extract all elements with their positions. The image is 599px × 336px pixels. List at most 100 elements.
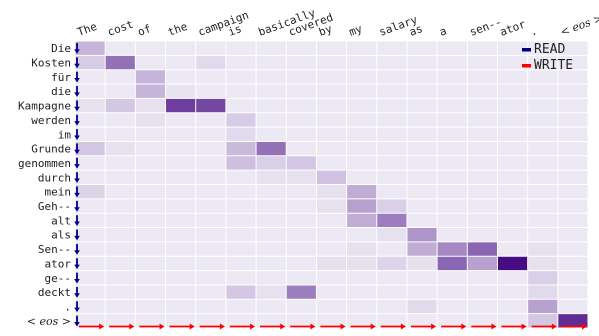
x-tick-label: the [166,20,189,39]
y-tick-label: die [51,85,71,98]
heatmap-cell [467,84,498,99]
heatmap-cell [557,284,588,300]
heatmap-cell [225,141,257,156]
heatmap-cell [527,256,558,271]
heatmap-cell [527,84,558,99]
heatmap-cell [467,270,498,285]
heatmap-cell [406,112,438,128]
read-arrow-head [74,149,80,155]
heatmap-cell [135,313,166,328]
y-tick-label: Sen-- [38,243,71,256]
heatmap-cell [406,270,438,285]
heatmap-cell [376,84,407,99]
heatmap-cell [406,127,438,142]
heatmap-cell [286,184,317,199]
heatmap-cell [467,69,498,85]
heatmap-cell [105,69,136,85]
heatmap-cell [105,227,136,242]
heatmap-cell [195,170,226,185]
heatmap-cell [165,55,196,70]
heatmap-cell [75,299,106,314]
write-arrow-head [219,323,225,330]
heatmap-cell [376,284,407,300]
heatmap-cell [195,69,226,85]
heatmap-cell [105,98,136,113]
x-tick-label: cost [106,18,135,39]
heatmap-cell [497,69,528,85]
heatmap-cell [256,112,287,128]
legend-swatch [522,48,531,52]
heatmap-cell [467,41,498,56]
heatmap-cell [316,55,347,70]
heatmap-cell [406,98,438,113]
heatmap-cell [286,98,317,113]
heatmap-cell [316,84,347,99]
heatmap-cell [406,184,438,199]
heatmap-cell [557,155,588,171]
heatmap-cell [467,55,498,70]
heatmap-cell [467,155,498,171]
heatmap-cell [497,198,528,214]
heatmap-cell [376,313,407,328]
heatmap-cell [527,227,558,242]
heatmap-cell [316,141,347,156]
heatmap-cell [527,141,558,156]
heatmap-cell [376,256,407,271]
heatmap-cell [497,270,528,285]
y-tick-label: genommen [18,157,71,170]
heatmap-cell [376,227,407,242]
heatmap-cell [316,198,347,214]
heatmap-cell [105,155,136,171]
heatmap-cell [225,112,257,128]
write-arrow-head [99,323,105,330]
y-tick-label: durch [38,171,71,184]
heatmap-cell [105,198,136,214]
heatmap-cell [75,69,106,85]
read-arrow-head [74,221,80,227]
heatmap-cell [557,84,588,99]
y-tick-label: werden [31,114,71,127]
heatmap-cell [225,170,257,185]
heatmap-cell [256,198,287,214]
heatmap-cell [437,213,468,228]
heatmap-cell [437,313,468,328]
heatmap-cell [225,198,257,214]
heatmap-cell [75,284,106,300]
heatmap-cell [105,313,136,328]
heatmap-cell [437,198,468,214]
read-arrow-head [74,63,80,69]
heatmap-cell [105,127,136,142]
heatmap-cell [316,213,347,228]
heatmap-cell [195,198,226,214]
heatmap-cell [467,284,498,300]
heatmap-cell [437,170,468,185]
heatmap-cell [557,198,588,214]
heatmap-cell [346,155,377,171]
read-arrow-head [74,207,80,212]
write-arrow-head [340,323,346,330]
read-arrow-head [74,78,80,83]
heatmap-cell [75,256,106,271]
heatmap-cell [467,256,498,271]
heatmap-cell [497,127,528,142]
heatmap-cell [346,270,377,285]
heatmap-cell [135,41,166,56]
y-tick-label: Geh-- [38,200,71,213]
read-arrow-head [74,106,80,112]
heatmap-cell [165,198,196,214]
write-arrow-head [521,323,527,330]
heatmap-cell [497,55,528,70]
heatmap-cell [225,241,257,257]
x-tick-label: is [226,22,243,39]
heatmap-cell [346,227,377,242]
heatmap-cell [135,256,166,271]
heatmap-cell [497,213,528,228]
heatmap-cell [286,299,317,314]
heatmap-cell [376,41,407,56]
heatmap-cell [225,127,257,142]
heatmap-cell [225,155,257,171]
heatmap-cell [406,313,438,328]
heatmap-cell [165,313,196,328]
heatmap-cell [256,98,287,113]
heatmap-cell [497,299,528,314]
